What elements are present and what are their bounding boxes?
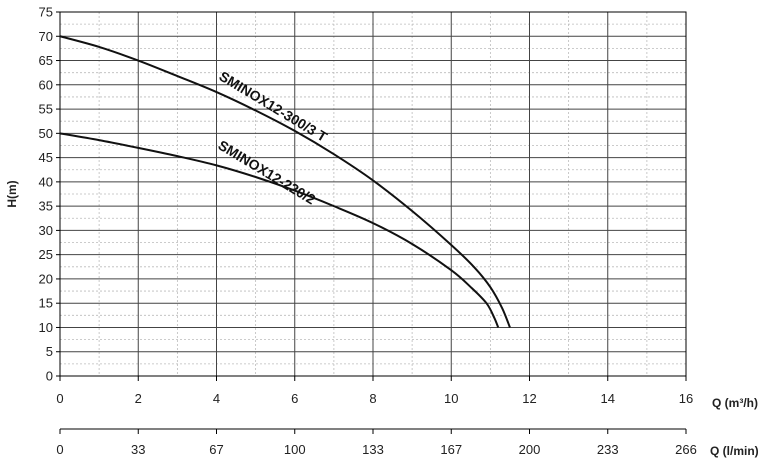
y-tick-label: 65 [39, 53, 53, 68]
y-tick-label: 40 [39, 174, 53, 189]
x2-axis-title: Q (l/min) [710, 444, 759, 458]
y-tick-label: 25 [39, 247, 53, 262]
y-tick-label: 45 [39, 150, 53, 165]
x2-tick-label: 167 [440, 442, 462, 457]
x-tick-label: 8 [369, 391, 376, 406]
x-tick-label: 10 [444, 391, 458, 406]
x-tick-label: 14 [601, 391, 615, 406]
x2-tick-label: 100 [284, 442, 306, 457]
x2-tick-label: 67 [209, 442, 223, 457]
x2-tick-label: 200 [519, 442, 541, 457]
major-gridlines [60, 12, 686, 376]
y-tick-label: 0 [46, 369, 53, 384]
x-tick-label: 4 [213, 391, 220, 406]
y-tick-label: 75 [39, 5, 53, 20]
y-tick-label: 50 [39, 126, 53, 141]
series-line-1 [59, 132, 500, 328]
x2-tick-label: 133 [362, 442, 384, 457]
series-line-0 [59, 35, 511, 328]
y-tick-labels: 0 5 10 15 20 25 30 35 40 45 50 55 60 65 70 75 [39, 5, 60, 384]
y-tick-label: 35 [39, 199, 53, 214]
y-tick-label: 30 [39, 223, 53, 238]
y-axis-title: H(m) [5, 180, 19, 207]
x-tick-label: 16 [679, 391, 693, 406]
x2-tick-label: 233 [597, 442, 619, 457]
y-tick-label: 20 [39, 271, 53, 286]
y-tick-label: 70 [39, 29, 53, 44]
y-tick-label: 55 [39, 102, 53, 117]
x2-tick-label: 266 [675, 442, 697, 457]
y-tick-label: 60 [39, 77, 53, 92]
y-tick-label: 15 [39, 296, 53, 311]
x-tick-labels: 0 2 4 6 8 10 12 14 16 [56, 376, 693, 406]
y-tick-label: 5 [46, 344, 53, 359]
x2-tick-labels: 0 33 67 100 133 167 200 233 266 [56, 429, 697, 457]
x-tick-label: 0 [56, 391, 63, 406]
x2-tick-label: 0 [56, 442, 63, 457]
x-tick-label: 12 [522, 391, 536, 406]
x-tick-label: 6 [291, 391, 298, 406]
curve-label-sminox12-220-2: SMINOX12-220/2 [215, 137, 318, 208]
x2-tick-label: 33 [131, 442, 145, 457]
x-tick-label: 2 [135, 391, 142, 406]
y-tick-label: 10 [39, 320, 53, 335]
x-axis-title: Q (m³/h) [712, 396, 758, 410]
series-layer [59, 35, 511, 328]
